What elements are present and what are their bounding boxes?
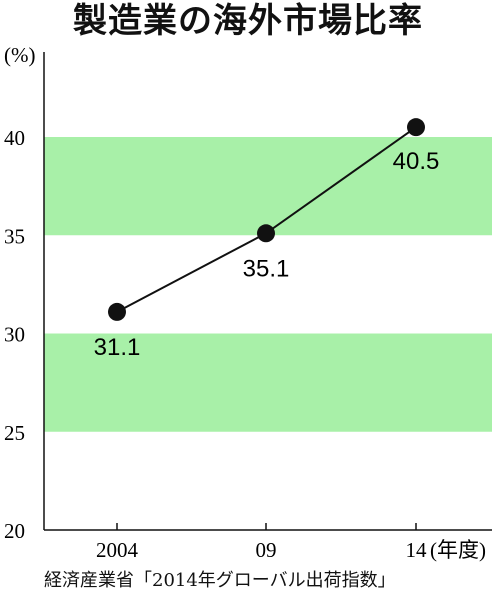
chart-title: 製造業の海外市場比率 xyxy=(73,1,423,41)
data-point xyxy=(407,118,425,137)
y-tick-label: 35 xyxy=(4,224,25,248)
band-1 xyxy=(44,137,492,236)
data-point xyxy=(108,302,126,321)
x-axis-ticks: 2004 09 14 xyxy=(96,523,427,562)
band-0 xyxy=(44,333,492,432)
data-label: 31.1 xyxy=(94,334,141,361)
background-bands xyxy=(44,137,492,432)
data-points xyxy=(108,118,425,321)
axes xyxy=(43,52,492,531)
x-tick-label: 09 xyxy=(256,538,277,562)
source-note: 経済産業省「2014年グローバル出荷指数」 xyxy=(44,570,396,591)
data-label: 35.1 xyxy=(243,255,290,282)
y-axis-ticks: 20 25 30 35 40 xyxy=(4,126,25,543)
x-tick-label: 14 xyxy=(406,538,428,562)
data-label: 40.5 xyxy=(393,148,440,175)
y-tick-label: 30 xyxy=(4,323,25,347)
y-axis-unit-label: (%) xyxy=(4,43,35,67)
x-axis-unit-label: (年度) xyxy=(430,538,486,562)
y-tick-label: 25 xyxy=(4,421,25,445)
y-tick-label: 40 xyxy=(4,126,25,150)
data-point xyxy=(257,224,275,243)
data-labels: 31.1 35.1 40.5 xyxy=(94,148,440,361)
x-tick-label: 2004 xyxy=(96,538,139,562)
y-tick-label: 20 xyxy=(4,519,25,543)
